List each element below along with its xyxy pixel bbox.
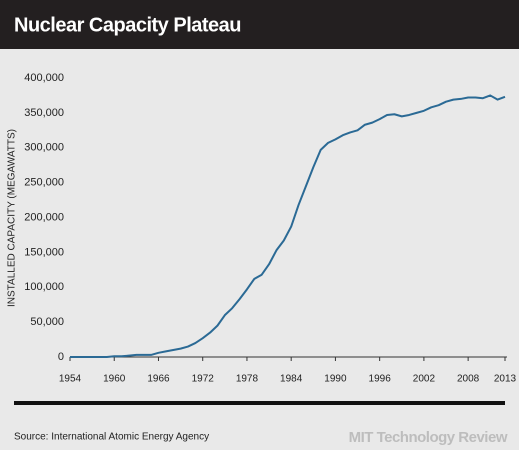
y-tick-label: 0 xyxy=(58,351,64,363)
y-tick-label: 200,000 xyxy=(24,211,64,223)
y-tick-label: 350,000 xyxy=(24,107,64,119)
data-line xyxy=(70,94,506,358)
x-tick-label: 2002 xyxy=(413,374,436,385)
x-tick-label: 1972 xyxy=(192,374,215,385)
y-tick-label: 100,000 xyxy=(24,281,64,293)
x-tick-label: 1996 xyxy=(369,374,392,385)
source: Source: International Atomic Energy Agen… xyxy=(14,432,209,443)
chart-title: Nuclear Capacity Plateau xyxy=(14,14,241,36)
x-tick-label: 1978 xyxy=(236,374,259,385)
y-tick-label: 50,000 xyxy=(30,316,64,328)
y-axis-label: INSTALLED CAPACITY (MEGAWATTS) xyxy=(7,129,18,307)
y-tick-label: 250,000 xyxy=(24,177,64,189)
y-tick-label: 400,000 xyxy=(24,72,64,84)
x-tick-label: 1966 xyxy=(147,374,170,385)
x-tick-label: 1984 xyxy=(280,374,303,385)
footer-rule xyxy=(14,401,505,405)
x-tick-label: 1960 xyxy=(103,374,126,385)
brand: MIT Technology Review xyxy=(349,429,508,446)
x-tick-label: 2013 xyxy=(494,374,517,385)
x-tick-label: 2008 xyxy=(457,374,480,385)
y-tick-label: 150,000 xyxy=(24,246,64,258)
x-tick-label: 1990 xyxy=(324,374,347,385)
y-tick-label: 300,000 xyxy=(24,142,64,154)
x-tick-label: 1954 xyxy=(59,374,82,385)
header-band xyxy=(0,0,519,49)
